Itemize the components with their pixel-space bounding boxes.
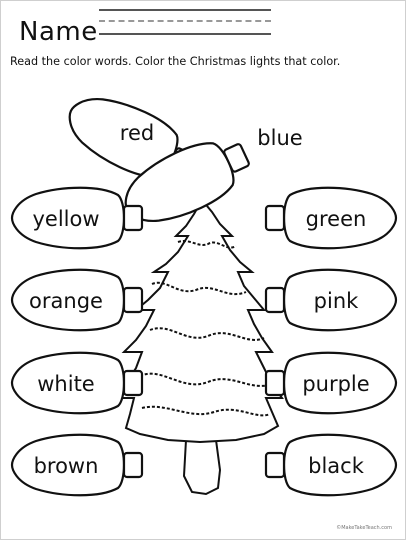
light-green: green (264, 186, 398, 250)
light-orange: orange (10, 268, 144, 332)
color-word-brown: brown (34, 454, 99, 478)
color-word-orange: orange (29, 289, 103, 313)
color-word-black: black (308, 454, 365, 478)
color-word-green: green (306, 207, 367, 231)
name-write-line (99, 7, 271, 37)
light-yellow: yellow (10, 186, 144, 250)
color-word-white: white (37, 372, 94, 396)
christmas-tree-drawing (114, 198, 284, 496)
light-blue: blue (112, 125, 303, 238)
light-black: black (264, 433, 398, 497)
credit-text: ©MakeTakeTeach.com (336, 525, 392, 531)
light-red: red (56, 82, 203, 195)
light-purple: purple (264, 351, 398, 415)
light-pink: pink (264, 268, 398, 332)
color-word-red: red (120, 121, 154, 145)
instructions-text: Read the color words. Color the Christma… (10, 55, 341, 68)
light-white: white (10, 351, 144, 415)
color-word-pink: pink (314, 289, 359, 313)
color-word-yellow: yellow (32, 207, 99, 231)
light-brown: brown (10, 433, 144, 497)
name-label: Name (19, 17, 98, 47)
color-word-blue: blue (257, 126, 302, 150)
color-word-purple: purple (302, 372, 369, 396)
